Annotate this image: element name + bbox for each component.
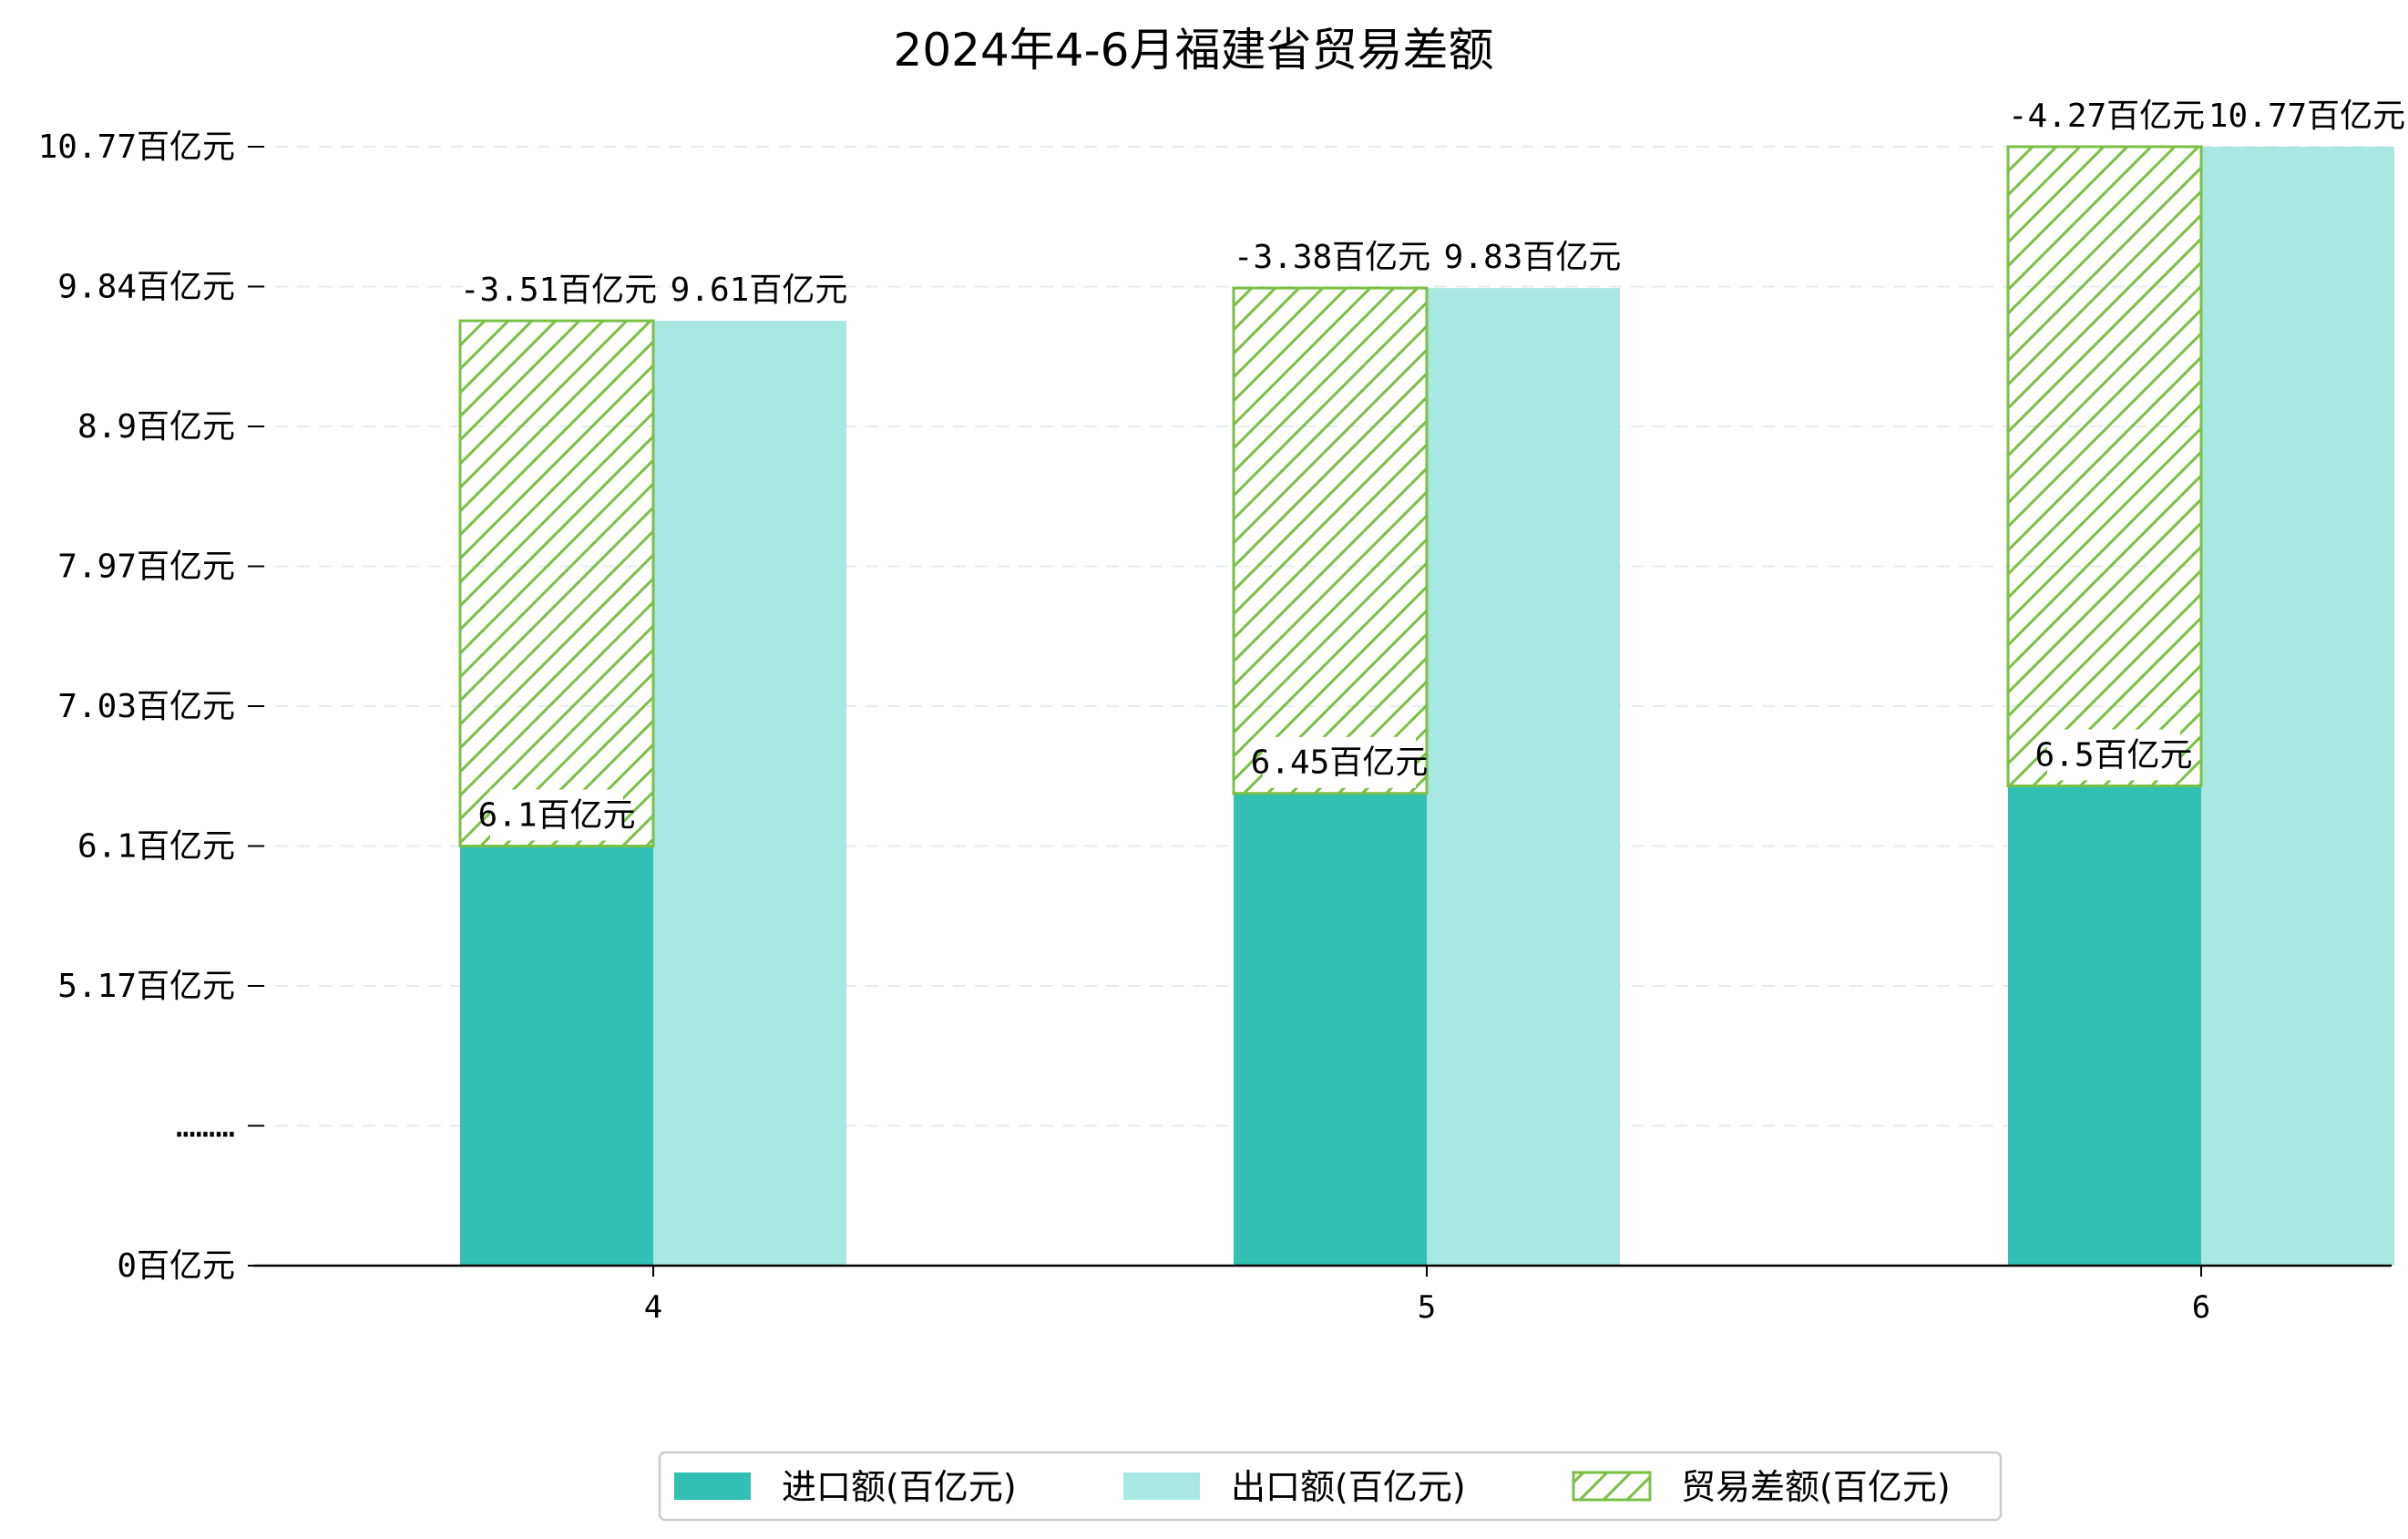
balance-bar: [2006, 145, 2203, 787]
data-labels: 9.61百亿元 -3.51百亿元 6.1百亿元 9.83百亿元 -3.38百亿元 6.45…: [460, 90, 2405, 841]
export-value-label: 9.61百亿元: [671, 272, 848, 309]
axes: 0百亿元 ……… 5.17百亿元 6.1百亿元 7.03百亿元 7.97百亿元 8.9百亿元…: [38, 128, 2392, 1326]
import-bar: [1234, 793, 1427, 1266]
y-tick-label: 7.97百亿元: [57, 549, 235, 586]
legend-box: [658, 1451, 2003, 1522]
legend-swatch: [674, 1472, 751, 1500]
import-value-label: 6.5百亿元: [2034, 736, 2192, 774]
x-tick-label: 5: [1418, 1289, 1436, 1326]
y-tick-label: 10.77百亿元: [38, 128, 235, 166]
y-tick-label: 6.1百亿元: [77, 828, 235, 866]
export-bar: [653, 321, 846, 1267]
import-bar: [2008, 785, 2201, 1266]
export-bar: [2201, 147, 2394, 1266]
import-value-label-bg: [1263, 736, 1416, 788]
balance-value-label-bg: [472, 264, 645, 316]
balance-value-label-bg: [1245, 231, 1419, 283]
y-tick-label: 9.84百亿元: [57, 269, 235, 306]
legend-swatch: [1572, 1471, 1652, 1502]
export-bar: [1427, 288, 1620, 1267]
balance-value-label: -3.51百亿元: [460, 272, 657, 309]
y-tick-label: 5.17百亿元: [57, 968, 235, 1005]
legend-label: 进口额(百亿元): [782, 1467, 1017, 1507]
balance-value-label: -3.38百亿元: [1234, 239, 1430, 276]
y-tick-label: 7.03百亿元: [57, 688, 235, 725]
legend: 进口额(百亿元) 出口额(百亿元) 贸易差额(百亿元): [658, 1451, 2003, 1522]
legend-label: 贸易差额(百亿元): [1681, 1467, 1951, 1507]
import-bar: [460, 846, 653, 1266]
x-tick-label: 4: [644, 1289, 662, 1326]
balance-value-label-bg: [2020, 90, 2193, 141]
balance-bar: [458, 319, 655, 847]
legend-swatch: [1123, 1472, 1200, 1500]
export-value-label: 9.83百亿元: [1444, 239, 1622, 276]
export-value-label-bg: [1456, 231, 1609, 283]
y-tick-label: 8.9百亿元: [77, 408, 235, 446]
bars: [458, 145, 2394, 1267]
x-tick-label: 6: [2192, 1289, 2210, 1326]
balance-bar: [1232, 286, 1429, 795]
chart-title: 2024年4-6月福建省贸易差额: [894, 24, 1494, 77]
import-value-label: 6.45百亿元: [1251, 744, 1429, 782]
y-tick-label: 0百亿元: [117, 1247, 235, 1285]
import-value-label: 6.1百亿元: [477, 797, 635, 835]
export-value-label-bg: [2220, 90, 2393, 141]
export-value-label: 10.77百亿元: [2208, 97, 2405, 135]
import-value-label-bg: [2047, 729, 2180, 781]
export-value-label-bg: [682, 264, 835, 316]
balance-value-label: -4.27百亿元: [2008, 97, 2205, 135]
y-tick-label: ………: [176, 1108, 235, 1145]
import-value-label-bg: [490, 789, 623, 841]
legend-label: 出口额(百亿元): [1231, 1467, 1466, 1507]
